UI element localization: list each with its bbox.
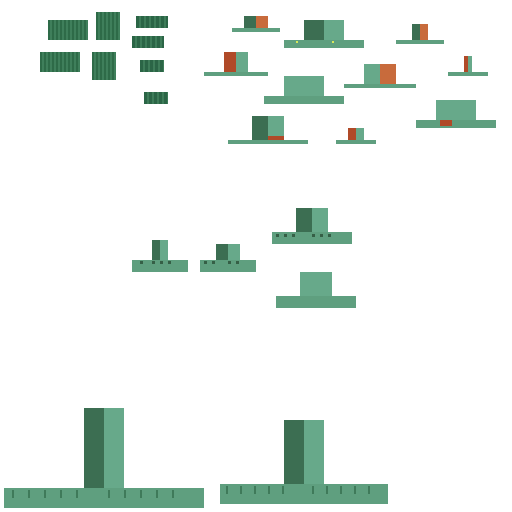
building-sprite — [264, 76, 344, 104]
tile-sprite — [132, 36, 164, 48]
building-sprite — [284, 20, 364, 48]
building-sprite — [228, 116, 308, 144]
building-sprite — [200, 244, 256, 272]
building-sprite — [4, 408, 204, 508]
building-sprite — [396, 24, 444, 44]
building-sprite — [132, 240, 188, 272]
tile-sprite — [92, 52, 116, 80]
tile-sprite — [136, 16, 168, 28]
building-sprite — [204, 52, 268, 76]
tile-sprite — [48, 20, 88, 40]
building-sprite — [336, 128, 376, 144]
tile-sprite — [140, 60, 164, 72]
tile-sprite — [40, 52, 80, 72]
tile-sprite — [96, 12, 120, 40]
building-sprite — [344, 64, 416, 88]
building-sprite — [220, 420, 388, 504]
building-sprite — [448, 56, 488, 76]
building-sprite — [416, 100, 496, 128]
building-sprite — [276, 272, 356, 308]
building-sprite — [272, 208, 352, 244]
building-sprite — [232, 16, 280, 32]
tile-sprite — [144, 92, 168, 104]
